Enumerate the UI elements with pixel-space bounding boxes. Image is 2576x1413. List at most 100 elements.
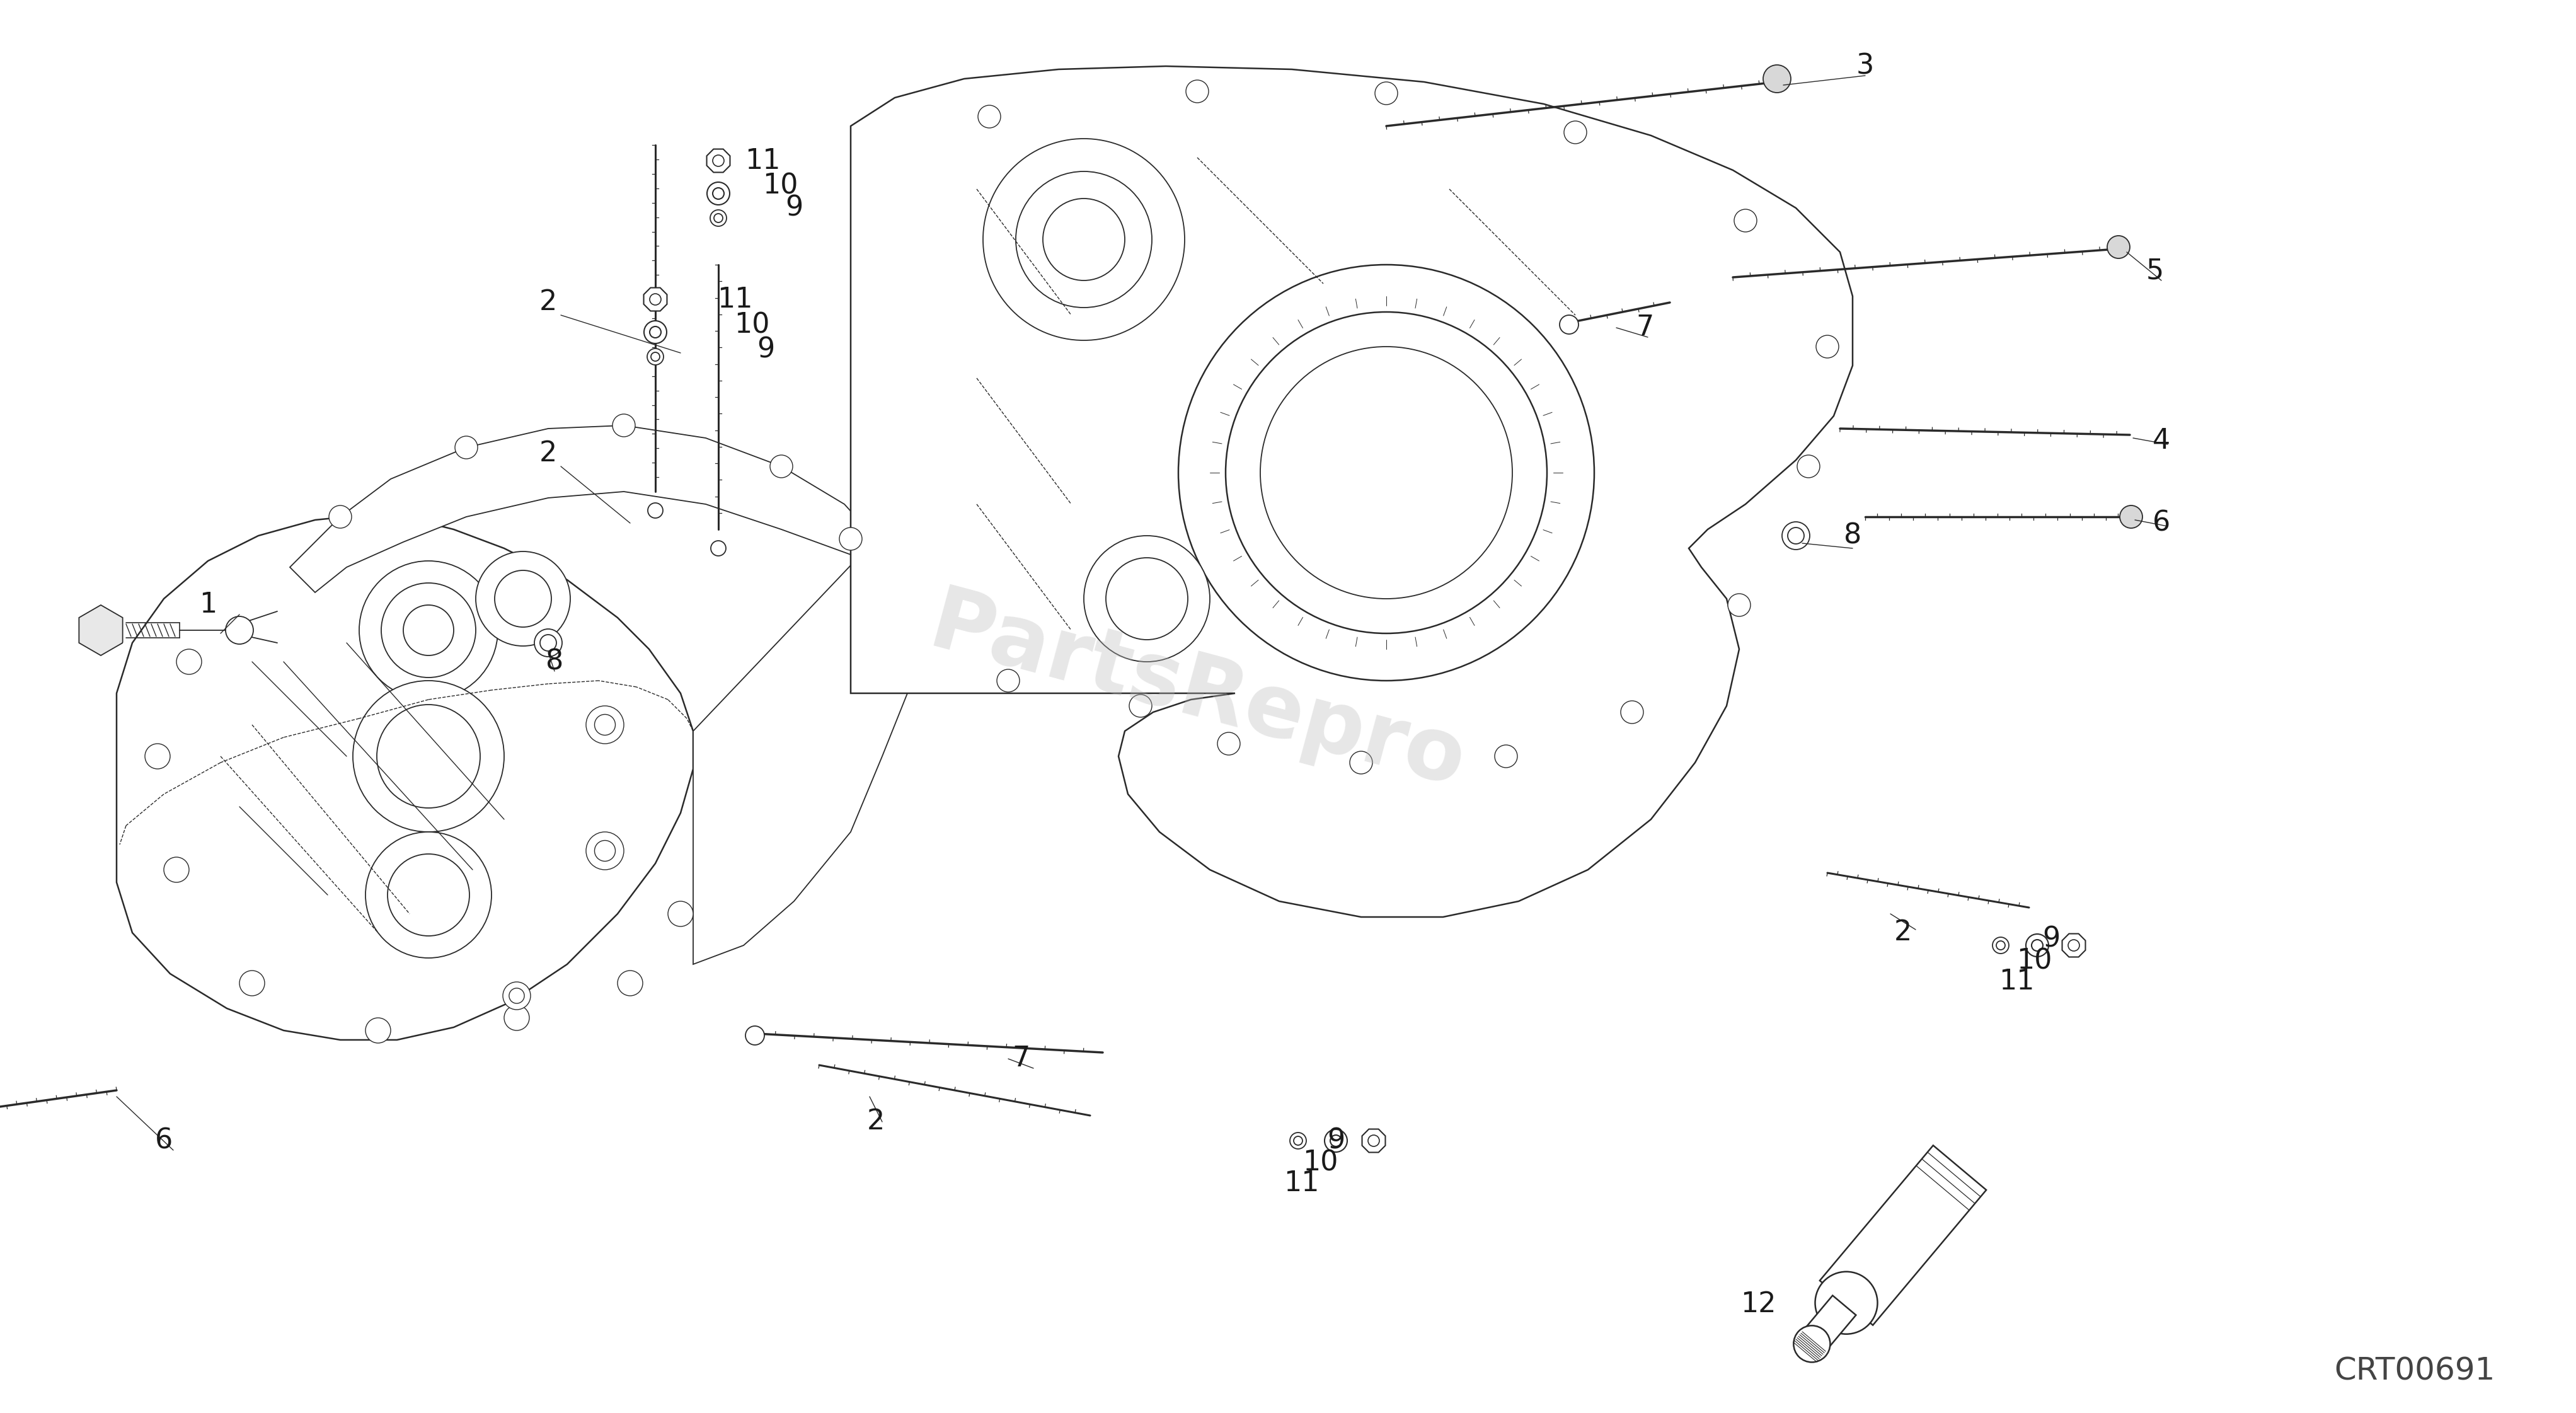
- Circle shape: [595, 841, 616, 862]
- Text: 9: 9: [1327, 1128, 1345, 1154]
- Text: 6: 6: [2154, 510, 2169, 537]
- Circle shape: [1105, 558, 1188, 640]
- Text: 7: 7: [1012, 1046, 1030, 1072]
- Circle shape: [175, 649, 201, 674]
- Circle shape: [1816, 1272, 1878, 1334]
- Text: 6: 6: [155, 1128, 173, 1154]
- Circle shape: [840, 527, 863, 550]
- Polygon shape: [644, 288, 667, 311]
- Text: PartsRepro: PartsRepro: [920, 581, 1473, 805]
- Text: 2: 2: [868, 1108, 884, 1136]
- Text: 11: 11: [716, 287, 752, 314]
- Circle shape: [1128, 695, 1151, 718]
- Polygon shape: [291, 425, 876, 592]
- Circle shape: [366, 832, 492, 958]
- Polygon shape: [1803, 1296, 1855, 1351]
- Circle shape: [2032, 940, 2043, 951]
- Circle shape: [744, 1026, 765, 1046]
- Circle shape: [376, 705, 479, 808]
- Text: 9: 9: [2043, 926, 2061, 952]
- Circle shape: [714, 188, 724, 199]
- Circle shape: [649, 326, 662, 338]
- Circle shape: [1084, 536, 1211, 661]
- Circle shape: [1734, 209, 1757, 232]
- Text: 3: 3: [1857, 52, 1875, 79]
- Circle shape: [1996, 941, 2004, 950]
- Circle shape: [2120, 506, 2143, 528]
- Text: 8: 8: [546, 649, 564, 675]
- Circle shape: [358, 561, 497, 699]
- Circle shape: [652, 352, 659, 362]
- Circle shape: [1620, 701, 1643, 723]
- Polygon shape: [850, 66, 1852, 917]
- Circle shape: [144, 743, 170, 769]
- Text: 10: 10: [1303, 1149, 1337, 1177]
- Circle shape: [2107, 236, 2130, 259]
- Circle shape: [240, 971, 265, 996]
- Circle shape: [613, 414, 636, 437]
- Circle shape: [1218, 732, 1239, 755]
- Circle shape: [2069, 940, 2079, 951]
- Circle shape: [1185, 81, 1208, 103]
- Circle shape: [1728, 593, 1752, 616]
- Circle shape: [1783, 521, 1811, 550]
- Polygon shape: [80, 605, 124, 656]
- Circle shape: [1329, 1135, 1342, 1146]
- Polygon shape: [116, 517, 693, 1040]
- Circle shape: [1788, 527, 1803, 544]
- Circle shape: [1816, 335, 1839, 357]
- Circle shape: [386, 853, 469, 935]
- Text: 9: 9: [786, 195, 804, 222]
- Circle shape: [711, 541, 726, 555]
- Circle shape: [477, 551, 569, 646]
- Circle shape: [505, 1005, 528, 1030]
- Circle shape: [495, 571, 551, 627]
- Circle shape: [330, 506, 350, 528]
- Circle shape: [502, 982, 531, 1010]
- Circle shape: [711, 211, 726, 226]
- Circle shape: [1991, 937, 2009, 954]
- Circle shape: [1291, 1133, 1306, 1149]
- Circle shape: [714, 213, 724, 222]
- Circle shape: [618, 971, 644, 996]
- Circle shape: [541, 634, 556, 651]
- Circle shape: [1226, 312, 1548, 633]
- Circle shape: [1564, 122, 1587, 144]
- Polygon shape: [1819, 1146, 1986, 1325]
- Circle shape: [997, 670, 1020, 692]
- Circle shape: [1376, 82, 1399, 105]
- Text: CRT00691: CRT00691: [2334, 1356, 2496, 1386]
- Text: 11: 11: [1283, 1170, 1319, 1197]
- Circle shape: [1177, 264, 1595, 681]
- Polygon shape: [706, 148, 729, 172]
- Circle shape: [456, 437, 477, 459]
- Circle shape: [585, 706, 623, 743]
- Circle shape: [1762, 65, 1790, 93]
- Text: 7: 7: [1636, 314, 1654, 342]
- Circle shape: [1558, 315, 1579, 333]
- Circle shape: [510, 988, 526, 1003]
- Circle shape: [165, 858, 188, 882]
- Text: 11: 11: [744, 147, 781, 174]
- Circle shape: [404, 605, 453, 656]
- Circle shape: [1798, 455, 1819, 478]
- Circle shape: [1260, 346, 1512, 599]
- Polygon shape: [2063, 934, 2087, 957]
- Circle shape: [979, 105, 999, 129]
- Text: 11: 11: [1999, 968, 2035, 996]
- Circle shape: [1350, 752, 1373, 774]
- Circle shape: [647, 349, 665, 365]
- Circle shape: [714, 155, 724, 167]
- Text: 5: 5: [2146, 257, 2164, 284]
- Text: 1: 1: [198, 592, 216, 619]
- Circle shape: [227, 616, 252, 644]
- Text: 2: 2: [538, 290, 556, 317]
- Circle shape: [381, 584, 477, 677]
- Circle shape: [1324, 1129, 1347, 1152]
- Circle shape: [1015, 171, 1151, 308]
- Circle shape: [667, 901, 693, 927]
- Text: 9: 9: [757, 336, 775, 363]
- Text: 12: 12: [1741, 1291, 1775, 1318]
- Circle shape: [1368, 1135, 1378, 1146]
- Circle shape: [1494, 745, 1517, 767]
